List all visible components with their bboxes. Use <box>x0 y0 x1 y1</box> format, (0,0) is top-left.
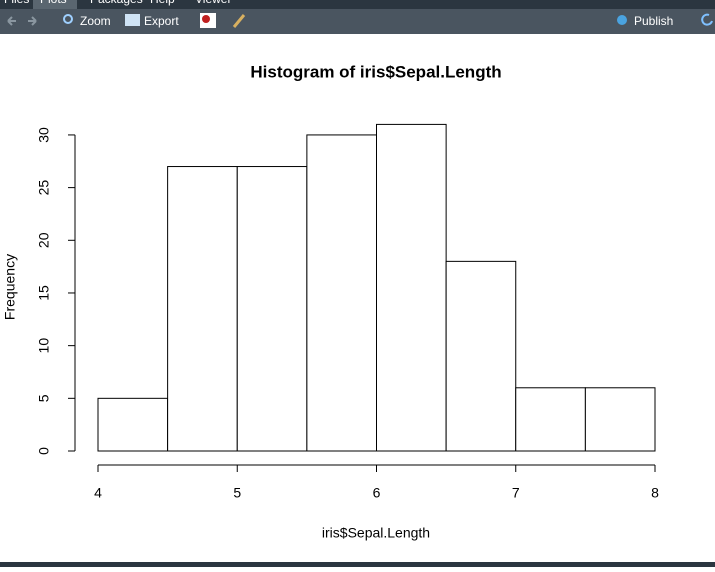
forward-button[interactable] <box>28 16 37 26</box>
histogram-bar <box>306 134 377 452</box>
x-tick-label: 6 <box>373 485 381 501</box>
histogram-bar <box>445 260 517 452</box>
export-button[interactable]: Export <box>144 14 179 28</box>
tab-strip <box>0 0 715 9</box>
y-tick-label: 20 <box>36 232 52 248</box>
y-tick-label: 10 <box>36 338 52 354</box>
tab[interactable]: Help <box>150 0 175 6</box>
back-button[interactable] <box>7 16 16 26</box>
clear-all-icon[interactable] <box>232 14 246 28</box>
histogram-bar <box>97 397 169 452</box>
publish-button[interactable]: Publish <box>634 14 673 28</box>
histogram-bar <box>376 123 447 452</box>
zoom-button[interactable]: Zoom <box>80 14 111 28</box>
x-tick-label: 4 <box>94 485 102 501</box>
tab[interactable]: Plots <box>40 0 67 6</box>
x-tick-label: 7 <box>512 485 520 501</box>
tab[interactable]: Viewer <box>195 0 231 6</box>
histogram-bar <box>515 387 586 452</box>
x-axis-label: iris$Sepal.Length <box>322 525 430 541</box>
x-tick-label: 8 <box>651 485 659 501</box>
export-icon[interactable] <box>125 14 140 26</box>
y-tick-label: 5 <box>36 394 52 402</box>
y-tick-label: 25 <box>36 180 52 196</box>
refresh-icon[interactable] <box>701 13 713 26</box>
histogram-bar <box>167 166 238 452</box>
toolbar <box>0 9 715 34</box>
tab[interactable]: Files <box>4 0 29 6</box>
active-tab <box>33 0 77 9</box>
y-tick-label: 0 <box>36 447 52 455</box>
x-tick-label: 5 <box>233 485 241 501</box>
y-axis-label: Frequency <box>2 254 18 320</box>
y-tick-label: 30 <box>36 127 52 143</box>
remove-plot-dot <box>202 15 210 23</box>
y-tick-label: 15 <box>36 285 52 301</box>
chart-title: Histogram of iris$Sepal.Length <box>250 62 501 81</box>
tab[interactable]: Packages <box>90 0 143 6</box>
histogram-bar <box>584 387 656 452</box>
histogram-bar <box>236 166 308 452</box>
publish-icon[interactable] <box>617 15 627 25</box>
bottom-bar <box>0 562 715 567</box>
zoom-icon[interactable] <box>63 14 73 24</box>
